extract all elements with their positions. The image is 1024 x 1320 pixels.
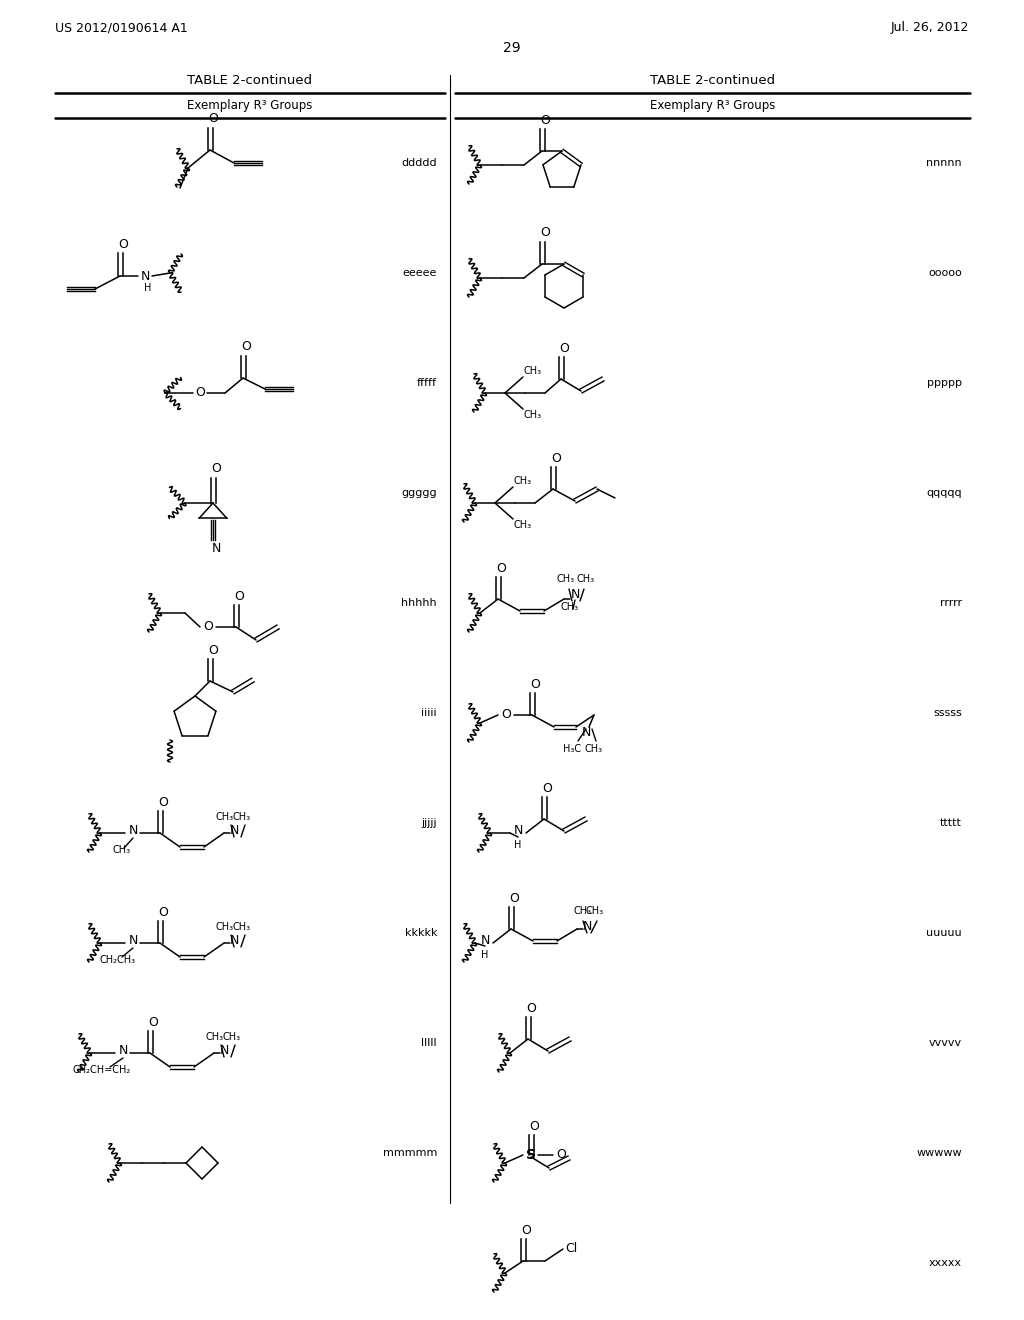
Text: CH₃: CH₃ <box>206 1032 224 1041</box>
Text: rrrrr: rrrrr <box>940 598 962 609</box>
Text: O: O <box>540 227 550 239</box>
Text: O: O <box>540 114 550 127</box>
Text: H: H <box>144 282 152 293</box>
Text: O: O <box>556 1148 566 1162</box>
Text: CH₂CH₃: CH₂CH₃ <box>100 954 136 965</box>
Text: CH₃: CH₃ <box>585 744 603 754</box>
Text: sssss: sssss <box>933 708 962 718</box>
Text: N: N <box>229 935 239 948</box>
Text: O: O <box>526 1002 536 1015</box>
Text: qqqqq: qqqqq <box>927 488 962 498</box>
Text: mmmmm: mmmmm <box>383 1148 437 1158</box>
Text: CH₃: CH₃ <box>232 812 251 822</box>
Text: CH₃: CH₃ <box>514 477 532 486</box>
Text: CH₃: CH₃ <box>223 1032 241 1041</box>
Text: O: O <box>148 1015 158 1028</box>
Text: xxxxx: xxxxx <box>929 1258 962 1269</box>
Text: N: N <box>570 589 580 602</box>
Text: eeeee: eeeee <box>402 268 437 279</box>
Text: O: O <box>195 387 205 400</box>
Text: US 2012/0190614 A1: US 2012/0190614 A1 <box>55 21 187 34</box>
Text: Cl: Cl <box>565 1242 578 1255</box>
Text: TABLE 2-continued: TABLE 2-continued <box>650 74 775 87</box>
Text: O: O <box>241 341 251 354</box>
Text: O: O <box>208 644 218 656</box>
Text: iiiii: iiiii <box>421 708 437 718</box>
Text: O: O <box>521 1224 530 1237</box>
Text: H₃C: H₃C <box>563 744 581 754</box>
Text: O: O <box>559 342 569 355</box>
Text: CH₃: CH₃ <box>216 921 234 932</box>
Text: N: N <box>583 920 592 933</box>
Text: O: O <box>158 906 168 919</box>
Text: CH₃: CH₃ <box>514 520 532 531</box>
Text: O: O <box>158 796 168 808</box>
Text: kkkkk: kkkkk <box>404 928 437 939</box>
Text: O: O <box>208 112 218 125</box>
Text: N: N <box>480 935 489 948</box>
Text: fffff: fffff <box>417 378 437 388</box>
Text: CH₃: CH₃ <box>232 921 251 932</box>
Text: O: O <box>509 891 519 904</box>
Text: O: O <box>530 677 540 690</box>
Text: N: N <box>219 1044 228 1057</box>
Text: nnnnn: nnnnn <box>927 158 962 168</box>
Text: ddddd: ddddd <box>401 158 437 168</box>
Text: CH₃: CH₃ <box>586 906 604 916</box>
Text: Exemplary R³ Groups: Exemplary R³ Groups <box>187 99 312 112</box>
Text: H: H <box>514 840 521 850</box>
Text: CH₃: CH₃ <box>113 845 131 855</box>
Text: N: N <box>211 543 221 554</box>
Text: O: O <box>211 462 221 475</box>
Text: N: N <box>119 1044 128 1057</box>
Text: vvvvv: vvvvv <box>929 1038 962 1048</box>
Text: N: N <box>128 825 137 837</box>
Text: ttttt: ttttt <box>940 818 962 828</box>
Text: CH₃: CH₃ <box>577 574 595 583</box>
Text: N: N <box>229 825 239 837</box>
Text: ppppp: ppppp <box>927 378 962 388</box>
Text: CH₃: CH₃ <box>524 366 542 376</box>
Text: N: N <box>128 935 137 948</box>
Text: O: O <box>501 709 511 722</box>
Text: S: S <box>526 1148 536 1162</box>
Text: O: O <box>234 590 244 602</box>
Text: O: O <box>496 561 506 574</box>
Text: N: N <box>140 269 150 282</box>
Text: O: O <box>529 1119 539 1133</box>
Text: ggggg: ggggg <box>401 488 437 498</box>
Text: N: N <box>582 726 591 739</box>
Text: O: O <box>551 451 561 465</box>
Text: CH₃: CH₃ <box>524 411 542 420</box>
Text: O: O <box>118 238 128 251</box>
Text: CH₂CH=CH₂: CH₂CH=CH₂ <box>73 1065 131 1074</box>
Text: O: O <box>203 620 213 634</box>
Text: CH₃: CH₃ <box>557 574 575 583</box>
Text: TABLE 2-continued: TABLE 2-continued <box>187 74 312 87</box>
Text: lllll: lllll <box>421 1038 437 1048</box>
Text: Jul. 26, 2012: Jul. 26, 2012 <box>891 21 969 34</box>
Text: CH₃: CH₃ <box>216 812 234 822</box>
Text: H: H <box>481 950 488 960</box>
Text: jjjjj: jjjjj <box>421 818 437 828</box>
Text: uuuuu: uuuuu <box>927 928 962 939</box>
Text: ooooo: ooooo <box>928 268 962 279</box>
Text: O: O <box>542 781 552 795</box>
Text: Exemplary R³ Groups: Exemplary R³ Groups <box>650 99 775 112</box>
Text: hhhhh: hhhhh <box>401 598 437 609</box>
Text: 29: 29 <box>503 41 521 55</box>
Text: CH₃: CH₃ <box>561 602 579 612</box>
Text: wwwww: wwwww <box>916 1148 962 1158</box>
Text: CH₃: CH₃ <box>573 906 592 916</box>
Text: N: N <box>513 825 522 837</box>
